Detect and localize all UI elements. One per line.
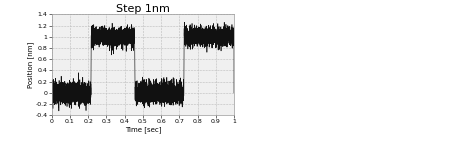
Circle shape	[417, 83, 424, 88]
Circle shape	[273, 89, 283, 96]
X-axis label: Time [sec]: Time [sec]	[125, 126, 161, 132]
Circle shape	[403, 33, 414, 39]
Ellipse shape	[298, 49, 356, 84]
Polygon shape	[259, 28, 267, 116]
Polygon shape	[267, 28, 429, 102]
FancyBboxPatch shape	[281, 37, 374, 93]
Ellipse shape	[305, 51, 350, 79]
Circle shape	[417, 45, 424, 50]
Y-axis label: Position [nm]: Position [nm]	[27, 42, 34, 88]
Title: Step 1nm: Step 1nm	[116, 4, 170, 14]
Ellipse shape	[265, 108, 419, 125]
Polygon shape	[259, 19, 429, 28]
Circle shape	[417, 64, 424, 69]
Polygon shape	[259, 102, 429, 116]
Circle shape	[403, 89, 414, 96]
Text: P-630: P-630	[401, 59, 407, 73]
Circle shape	[273, 33, 283, 39]
